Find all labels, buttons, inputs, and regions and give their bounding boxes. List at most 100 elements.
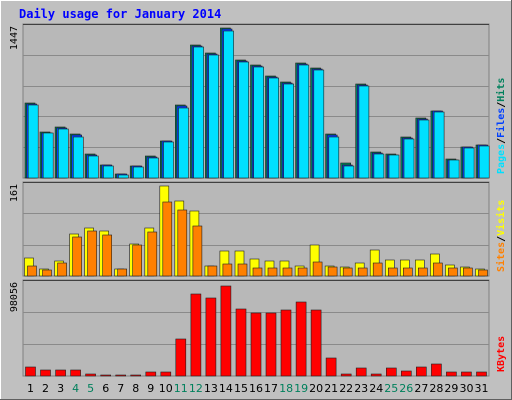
x-tick-label-24: 24	[369, 382, 383, 395]
bar-kbytes-day-19	[295, 301, 307, 377]
bar-sites-day-25	[387, 267, 398, 277]
x-tick-label-8: 8	[132, 382, 139, 395]
bar-kbytes-day-30	[461, 371, 472, 377]
x-tick-label-17: 17	[264, 382, 278, 395]
bar-pages-day-17	[268, 77, 280, 179]
bar-kbytes-day-18	[280, 309, 292, 377]
x-tick-label-28: 28	[429, 382, 443, 395]
bar-sites-day-18	[282, 267, 293, 277]
x-tick-label-27: 27	[414, 382, 428, 395]
y-max-label: 161	[9, 184, 20, 202]
x-tick-label-23: 23	[354, 382, 368, 395]
x-tick-label-5: 5	[87, 382, 94, 395]
bar-pages-day-13	[208, 54, 219, 179]
x-tick-label-7: 7	[117, 382, 124, 395]
x-tick-label-10: 10	[159, 382, 173, 395]
x-tick-label-29: 29	[444, 382, 458, 395]
legend-kbytes: KBytes	[496, 336, 507, 372]
bar-sites-day-3	[57, 262, 67, 277]
bar-kbytes-day-20	[310, 309, 322, 377]
bar-pages-day-19	[298, 64, 310, 179]
bar-sites-day-27	[417, 267, 428, 277]
bar-pages-day-20	[313, 69, 325, 179]
x-tick-label-6: 6	[102, 382, 109, 395]
bar-kbytes-day-29	[446, 371, 457, 377]
bar-sites-day-6	[102, 234, 112, 277]
bar-kbytes-day-9	[145, 371, 157, 377]
x-tick-label-30: 30	[460, 382, 474, 395]
bar-pages-day-30	[463, 147, 475, 179]
bar-kbytes-day-8	[130, 374, 141, 377]
bar-sites-day-17	[267, 267, 278, 277]
bar-pages-day-10	[163, 141, 174, 179]
bar-sites-day-5	[87, 230, 97, 277]
x-tick-label-9: 9	[147, 382, 154, 395]
bar-sites-day-26	[402, 267, 413, 277]
bar-sites-day-4	[72, 236, 82, 277]
bar-sites-day-22	[342, 267, 353, 277]
x-tick-label-3: 3	[57, 382, 64, 395]
panel-visits-sites: 161 Sites/Visits	[9, 181, 507, 277]
bar-sites-day-28	[433, 262, 443, 277]
bar-pages-day-31	[478, 145, 490, 179]
bar-kbytes-day-14	[220, 285, 232, 377]
legend-hits: Hits	[495, 78, 507, 102]
x-tick-label-13: 13	[204, 382, 218, 395]
bar-pages-day-26	[403, 138, 415, 179]
bar-kbytes-day-2	[40, 369, 51, 377]
x-tick-label-21: 21	[324, 382, 338, 395]
bar-kbytes-day-22	[340, 373, 352, 377]
bar-sites-day-21	[327, 266, 338, 277]
bar-sites-day-10	[162, 201, 173, 277]
bar-sites-day-9	[147, 231, 158, 277]
bar-kbytes-day-11	[175, 338, 187, 377]
x-tick-label-18: 18	[279, 382, 293, 395]
bar-kbytes-day-27	[415, 366, 427, 377]
y-max-label: 98056	[9, 282, 20, 312]
bar-pages-day-3	[57, 128, 69, 179]
bar-pages-day-23	[358, 85, 370, 179]
bar-pages-day-27	[418, 119, 430, 179]
bar-sites-day-24	[372, 262, 383, 277]
x-tick-label-26: 26	[399, 382, 413, 395]
bar-pages-day-22	[343, 165, 355, 179]
legend-sites: Sites	[495, 242, 507, 272]
legend-files: Files	[495, 108, 507, 138]
bar-pages-day-5	[88, 155, 99, 179]
bar-kbytes-day-13	[205, 297, 217, 377]
bar-sites-day-12	[192, 225, 203, 277]
bar-kbytes-day-3	[55, 369, 66, 377]
legend: KBytes	[496, 336, 507, 372]
bar-kbytes-day-17	[265, 312, 277, 377]
bar-pages-day-6	[103, 165, 114, 179]
legend-separator: /	[496, 236, 507, 242]
bar-pages-day-7	[118, 174, 129, 179]
bar-pages-day-14	[223, 30, 234, 179]
x-tick-label-31: 31	[475, 382, 489, 395]
bar-sites-day-15	[237, 263, 248, 277]
x-tick-label-14: 14	[219, 382, 233, 395]
bar-sites-day-30	[463, 267, 473, 277]
bar-pages-day-18	[283, 83, 295, 179]
bar-sites-day-13	[207, 265, 218, 277]
bar-sites-day-29	[448, 267, 458, 277]
bar-kbytes-day-12	[190, 293, 202, 377]
bar-sites-day-20	[312, 261, 323, 277]
bar-sites-day-23	[357, 267, 368, 277]
legend: Pages/Files/Hits	[495, 78, 507, 174]
x-tick-label-12: 12	[189, 382, 203, 395]
bar-pages-day-28	[433, 111, 445, 179]
bar-kbytes-day-26	[400, 370, 412, 377]
bar-sites-day-19	[297, 267, 308, 277]
bar-kbytes-day-4	[70, 369, 81, 377]
bar-pages-day-21	[328, 136, 340, 179]
bar-pages-day-2	[42, 132, 54, 179]
bar-sites-day-14	[222, 263, 233, 277]
bar-pages-day-15	[238, 61, 249, 179]
bar-pages-day-4	[73, 136, 84, 179]
x-tick-label-4: 4	[72, 382, 79, 395]
legend-pages: Pages	[496, 144, 507, 174]
x-tick-label-22: 22	[339, 382, 353, 395]
